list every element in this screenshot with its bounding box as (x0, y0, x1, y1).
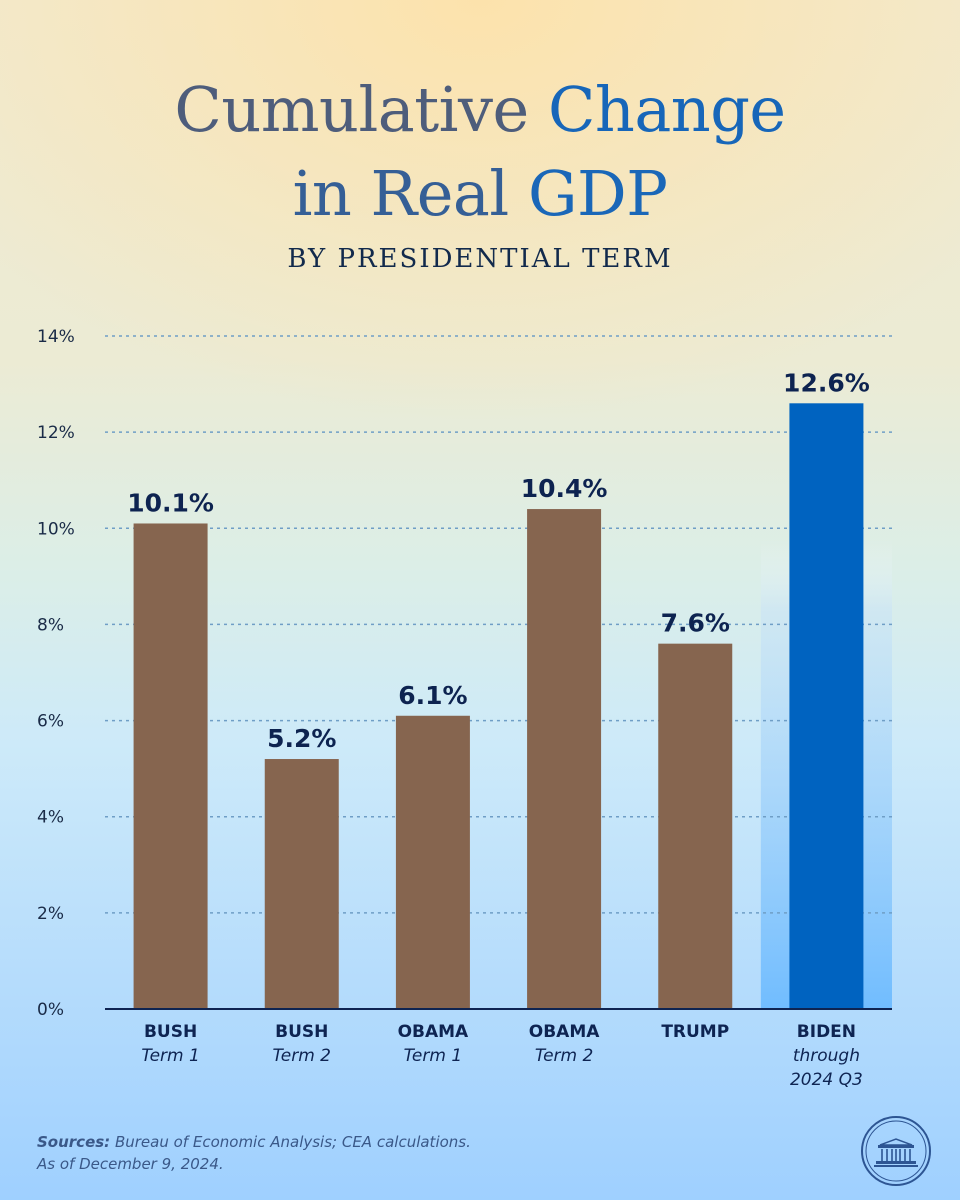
x-tick-label: OBAMA Term 2 (489, 1020, 639, 1068)
data-label: 7.6% (661, 609, 730, 638)
category-subtitle: 2024 Q3 (789, 1070, 863, 1090)
category-subtitle: Term 1 (403, 1046, 463, 1066)
data-label: 6.1% (398, 681, 467, 710)
category-name: BUSH (275, 1022, 329, 1042)
sources-note: Sources: Bureau of Economic Analysis; CE… (37, 1131, 471, 1175)
chart-subtitle: BY PRESIDENTIAL TERM (287, 244, 673, 274)
x-tick-label: BUSH Term 1 (96, 1020, 246, 1068)
as-of-date: As of December 9, 2024. (37, 1155, 224, 1173)
y-tick-label: 8% (37, 615, 64, 635)
y-tick-label: 10% (37, 519, 75, 539)
data-label: 5.2% (267, 724, 336, 753)
category-name: OBAMA (528, 1022, 600, 1042)
sources-label: Sources: (37, 1133, 111, 1151)
x-tick-label: TRUMP (620, 1020, 770, 1044)
category-name: TRUMP (661, 1022, 730, 1042)
x-tick-label: BIDEN through 2024 Q3 (751, 1020, 901, 1092)
y-tick-label: 12% (37, 423, 75, 443)
category-subtitle: through (792, 1046, 860, 1066)
title-part-gdp: GDP (527, 157, 668, 230)
sources-text: Bureau of Economic Analysis; CEA calcula… (114, 1133, 471, 1151)
title-part-change: Change (547, 73, 786, 146)
data-label: 10.1% (127, 488, 214, 517)
category-subtitle: Term 2 (272, 1046, 331, 1066)
bar (658, 643, 733, 1009)
category-name: BIDEN (796, 1022, 857, 1042)
data-label: 12.6% (783, 368, 870, 397)
x-tick-label: OBAMA Term 1 (358, 1020, 508, 1068)
data-label: 10.4% (521, 474, 608, 503)
bar (527, 509, 602, 1009)
title-part-in-real: in Real (292, 157, 510, 230)
y-tick-label: 2% (37, 904, 64, 924)
category-subtitle: Term 1 (141, 1046, 200, 1066)
category-subtitle: Term 2 (534, 1046, 594, 1066)
category-name: BUSH (143, 1022, 198, 1042)
bar (264, 759, 339, 1009)
y-tick-label: 0% (37, 1000, 64, 1020)
bar (133, 523, 208, 1009)
y-tick-label: 4% (37, 808, 64, 828)
bar (395, 715, 470, 1009)
y-tick-label: 6% (37, 712, 64, 732)
title-part-cumulative: Cumulative (174, 73, 529, 146)
chart-title: Cumulative Change in Real GDP (0, 68, 960, 236)
y-tick-label: 14% (37, 327, 75, 347)
category-name: OBAMA (397, 1022, 469, 1042)
white-house-seal-icon (861, 1116, 931, 1186)
x-tick-label: BUSH Term 2 (227, 1020, 377, 1068)
bar (789, 403, 864, 1009)
